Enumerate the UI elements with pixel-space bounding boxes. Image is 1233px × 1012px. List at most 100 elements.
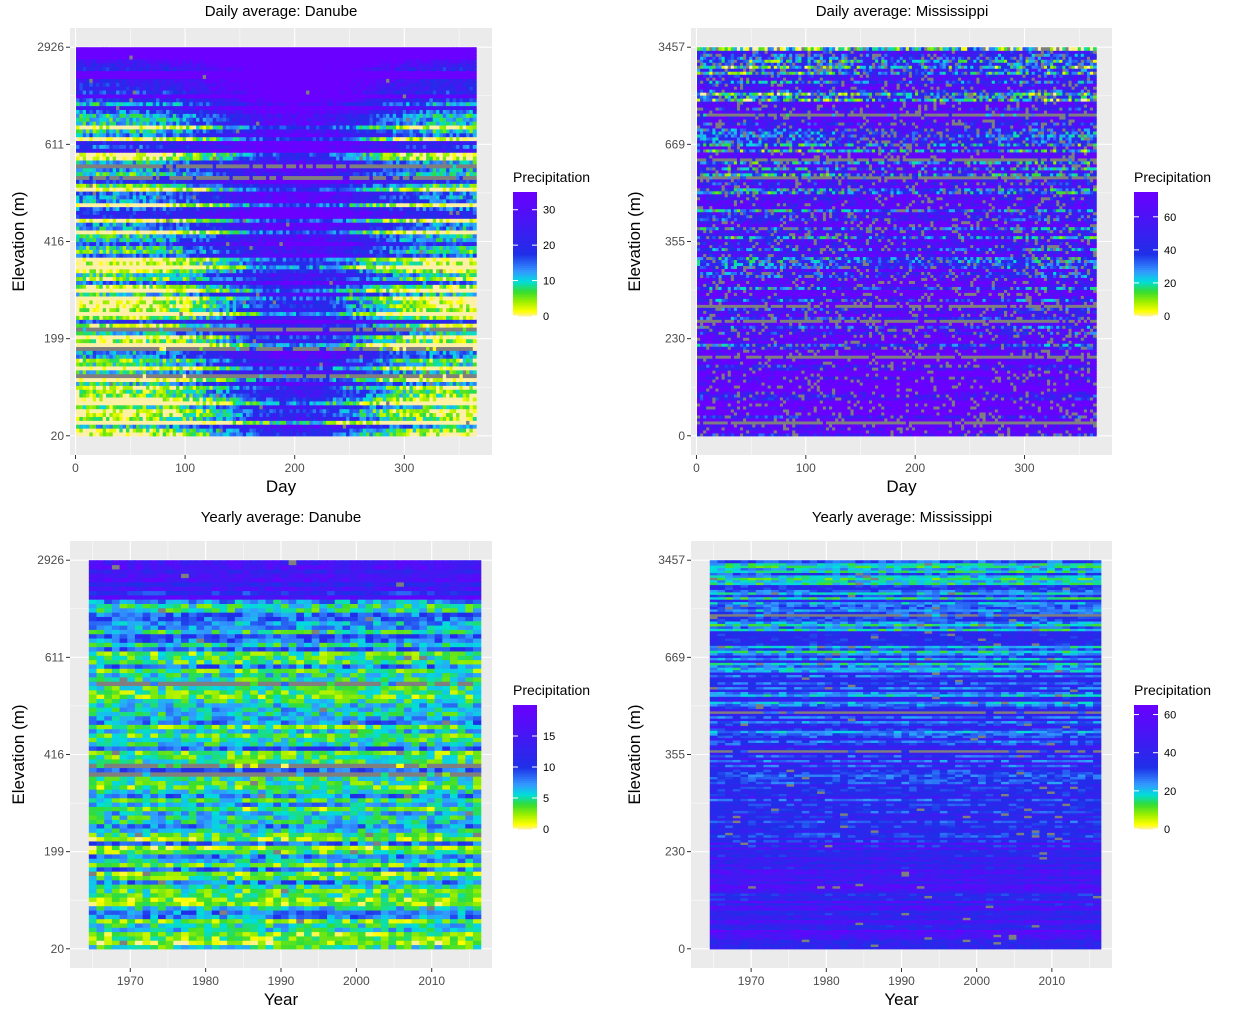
heatmap-cell xyxy=(449,330,454,336)
heatmap-cell xyxy=(356,377,361,382)
heatmap-cell xyxy=(336,431,341,437)
heatmap-cell xyxy=(309,416,314,421)
heatmap-cell xyxy=(186,416,190,421)
heatmap-cell xyxy=(209,424,214,429)
heatmap-cell xyxy=(179,400,190,406)
heatmap-cell xyxy=(179,428,184,433)
heatmap-cell xyxy=(346,389,351,394)
heatmap-cell xyxy=(106,416,110,421)
heatmap-cell xyxy=(246,249,250,254)
heatmap-cell xyxy=(252,342,257,348)
heatmap-cell xyxy=(269,288,274,293)
heatmap-cell xyxy=(332,342,337,348)
heatmap-cell xyxy=(156,284,160,289)
heatmap-cell xyxy=(376,358,381,363)
heatmap-cell xyxy=(132,280,137,285)
heatmap-cell xyxy=(412,323,417,328)
heatmap-cell xyxy=(172,245,177,250)
heatmap-cell xyxy=(276,354,280,359)
heatmap-cell xyxy=(369,412,374,417)
heatmap-cell xyxy=(126,268,130,274)
heatmap-cell xyxy=(302,416,307,421)
heatmap-cell xyxy=(416,330,421,336)
heatmap-cell xyxy=(379,428,384,433)
heatmap-cells-daily-danube xyxy=(76,47,477,437)
heatmap-cell xyxy=(102,249,107,254)
heatmap-cell xyxy=(156,319,160,324)
heatmap-cell xyxy=(179,280,184,285)
heatmap-cell xyxy=(169,377,177,382)
heatmap-cell xyxy=(336,408,341,414)
heatmap-cell xyxy=(342,276,347,281)
heatmap-cell xyxy=(416,389,421,394)
heatmap-cell xyxy=(139,253,144,258)
heatmap-cell xyxy=(239,416,244,421)
heatmap-cell xyxy=(239,393,244,398)
heatmap-cell xyxy=(372,431,377,437)
heatmap-cell xyxy=(392,323,397,328)
heatmap-cell xyxy=(102,338,107,344)
heatmap-cell xyxy=(166,365,170,371)
heatmap-cell xyxy=(259,330,264,336)
heatmap-cell xyxy=(296,319,311,324)
heatmap-cell xyxy=(362,303,367,309)
heatmap-cell xyxy=(432,381,437,386)
heatmap-cell xyxy=(226,284,230,289)
heatmap-cell xyxy=(286,361,290,367)
heatmap-cell xyxy=(146,272,150,278)
heatmap-cell xyxy=(129,385,134,390)
heatmap-cell xyxy=(446,369,451,375)
heatmap-cell xyxy=(192,276,197,281)
heatmap-cell xyxy=(169,428,174,433)
heatmap-cell xyxy=(182,381,187,386)
heatmap-cell xyxy=(446,338,451,344)
heatmap-cell xyxy=(172,361,177,367)
heatmap-cell xyxy=(432,323,437,328)
heatmap-cell xyxy=(206,272,210,278)
heatmap-cell xyxy=(369,420,374,425)
heatmap-cell xyxy=(242,358,247,363)
heatmap-cell xyxy=(242,272,247,278)
heatmap-cell xyxy=(116,272,120,278)
heatmap-cell xyxy=(262,245,267,250)
heatmap-cell xyxy=(109,431,114,437)
heatmap-cell xyxy=(296,385,300,390)
heatmap-cell xyxy=(309,338,314,344)
heatmap-cell xyxy=(116,354,120,359)
heatmap-cell xyxy=(376,284,381,289)
heatmap-cell xyxy=(379,323,384,328)
heatmap-cell xyxy=(399,272,404,278)
heatmap-cell xyxy=(342,358,347,363)
heatmap-cell xyxy=(339,288,344,293)
heatmap-cell xyxy=(306,276,310,281)
heatmap-cell xyxy=(82,369,87,375)
heatmap-cell xyxy=(282,385,287,390)
heatmap-cell xyxy=(116,385,120,390)
heatmap-cell xyxy=(102,424,107,429)
heatmap-cell xyxy=(232,303,237,309)
heatmap-cell xyxy=(162,303,167,309)
heatmap-cell xyxy=(406,280,411,285)
heatmap-cell xyxy=(266,389,270,394)
heatmap-cell xyxy=(169,369,174,375)
heatmap-cell xyxy=(259,393,264,398)
heatmap-cell xyxy=(166,396,170,402)
heatmap-cell xyxy=(459,295,464,301)
heatmap-cell xyxy=(339,323,344,328)
heatmap-cell xyxy=(299,361,304,367)
heatmap-cell xyxy=(169,393,174,398)
heatmap-cell xyxy=(422,338,427,344)
heatmap-cell xyxy=(292,361,297,367)
heatmap-cell xyxy=(179,245,184,250)
heatmap-cell xyxy=(259,408,264,414)
heatmap-cell xyxy=(389,264,394,270)
heatmap-cell xyxy=(426,307,431,313)
heatmap-cell xyxy=(376,381,381,386)
heatmap-cell xyxy=(349,431,354,437)
heatmap-cell xyxy=(189,412,194,417)
heatmap-cell xyxy=(349,330,354,336)
heatmap-cell xyxy=(152,319,157,324)
heatmap-cell xyxy=(202,280,207,285)
heatmap-cell xyxy=(286,303,290,309)
heatmap-cell xyxy=(402,354,407,359)
